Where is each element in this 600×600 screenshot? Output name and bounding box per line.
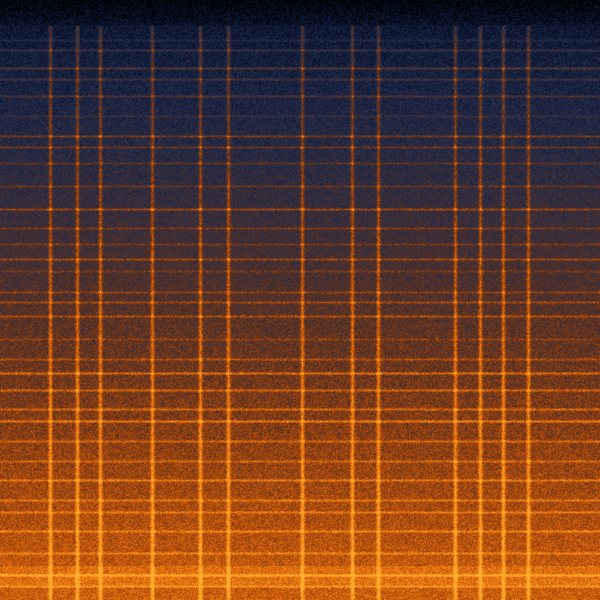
spectrogram-image	[0, 0, 600, 600]
